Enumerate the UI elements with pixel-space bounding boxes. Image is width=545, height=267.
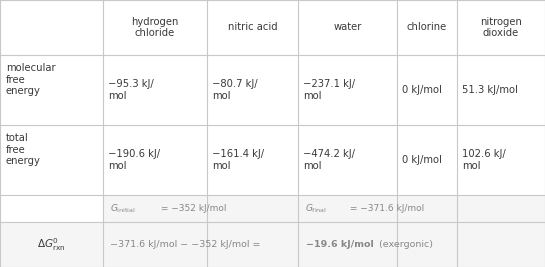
Text: 102.6 kJ/
mol: 102.6 kJ/ mol xyxy=(462,149,506,171)
Text: −19.6 kJ/mol: −19.6 kJ/mol xyxy=(306,240,374,249)
Text: −190.6 kJ/
mol: −190.6 kJ/ mol xyxy=(108,149,160,171)
Text: nitrogen
dioxide: nitrogen dioxide xyxy=(480,17,522,38)
Text: −237.1 kJ/
mol: −237.1 kJ/ mol xyxy=(303,79,355,101)
Text: total
free
energy: total free energy xyxy=(6,133,41,166)
Text: = −352 kJ/mol: = −352 kJ/mol xyxy=(158,204,227,213)
Text: hydrogen
chloride: hydrogen chloride xyxy=(131,17,179,38)
Text: 51.3 kJ/mol: 51.3 kJ/mol xyxy=(462,85,518,95)
Text: −95.3 kJ/
mol: −95.3 kJ/ mol xyxy=(108,79,154,101)
Text: water: water xyxy=(334,22,362,33)
Text: $G_{\mathrm{final}}$: $G_{\mathrm{final}}$ xyxy=(305,202,327,215)
Text: = −371.6 kJ/mol: = −371.6 kJ/mol xyxy=(347,204,424,213)
Text: −371.6 kJ/mol − −352 kJ/mol =: −371.6 kJ/mol − −352 kJ/mol = xyxy=(110,240,263,249)
Text: −474.2 kJ/
mol: −474.2 kJ/ mol xyxy=(303,149,355,171)
Bar xyxy=(103,195,545,222)
Text: molecular
free
energy: molecular free energy xyxy=(6,63,56,96)
Text: chlorine: chlorine xyxy=(407,22,447,33)
Text: 0 kJ/mol: 0 kJ/mol xyxy=(402,155,442,165)
Text: nitric acid: nitric acid xyxy=(228,22,277,33)
Text: −80.7 kJ/
mol: −80.7 kJ/ mol xyxy=(212,79,258,101)
Text: (exergonic): (exergonic) xyxy=(376,240,433,249)
Text: 0 kJ/mol: 0 kJ/mol xyxy=(402,85,442,95)
Text: $\Delta G^0_{\mathrm{rxn}}$: $\Delta G^0_{\mathrm{rxn}}$ xyxy=(37,236,66,253)
Text: −161.4 kJ/
mol: −161.4 kJ/ mol xyxy=(212,149,264,171)
Text: $G_{\mathrm{initial}}$: $G_{\mathrm{initial}}$ xyxy=(110,202,136,215)
Bar xyxy=(0,222,545,267)
